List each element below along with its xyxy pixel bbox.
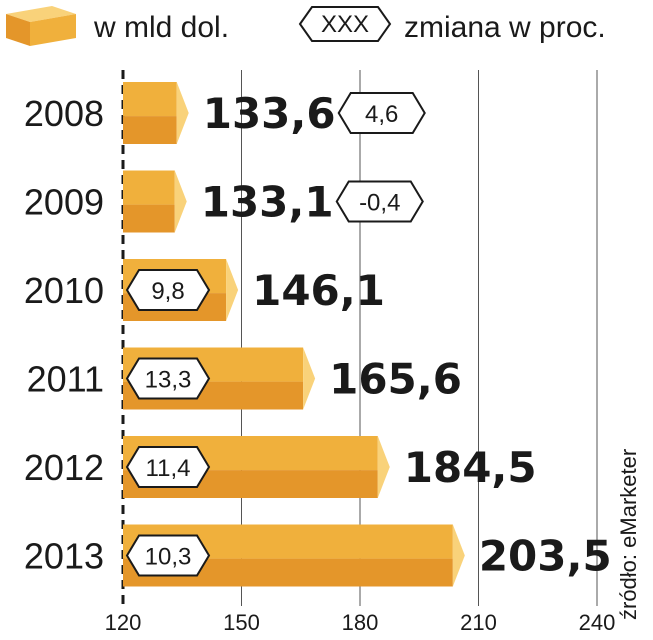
tick-label: 120 bbox=[105, 610, 142, 635]
tick-label: 180 bbox=[342, 610, 379, 635]
source-label: źródło: eMarketer bbox=[616, 449, 641, 620]
legend-change-symbol: XXX bbox=[321, 11, 369, 38]
change-value: 10,3 bbox=[145, 544, 192, 571]
bar-top-face bbox=[123, 82, 177, 117]
value-label: 133,1 bbox=[201, 178, 334, 227]
year-label: 2009 bbox=[24, 182, 104, 223]
change-badge bbox=[125, 357, 211, 400]
change-badge bbox=[125, 446, 211, 488]
year-label: 2012 bbox=[24, 447, 104, 488]
tick-label: 240 bbox=[579, 610, 616, 635]
bar-group: 2008 4,6 133,6 bbox=[24, 82, 426, 144]
change-value: 11,4 bbox=[146, 455, 191, 482]
bar-end-cap bbox=[176, 82, 189, 144]
change-value: 9,8 bbox=[151, 278, 184, 305]
legend-change-label: zmiana w proc. bbox=[404, 11, 606, 44]
tick-label: 150 bbox=[223, 610, 260, 635]
bar-end-cap bbox=[226, 259, 239, 321]
bar-group: 2013 10,3 203,5 bbox=[24, 524, 612, 587]
bar-group: 2011 13,3 165,6 bbox=[27, 347, 462, 410]
bar-end-cap bbox=[377, 436, 390, 498]
bar-end-cap bbox=[452, 524, 465, 587]
value-label: 203,5 bbox=[479, 532, 612, 581]
value-label: 133,6 bbox=[203, 89, 336, 138]
change-badge bbox=[337, 92, 426, 134]
value-label: 184,5 bbox=[404, 443, 537, 492]
legend: w mld dol. XXX zmiana w proc. bbox=[6, 6, 606, 46]
value-label: 165,6 bbox=[329, 355, 462, 404]
value-label: 146,1 bbox=[252, 266, 385, 315]
bar-group: 2012 11,4 184,5 bbox=[24, 436, 537, 498]
legend-value-label: w mld dol. bbox=[93, 11, 229, 44]
year-label: 2008 bbox=[24, 93, 104, 134]
year-label: 2010 bbox=[24, 270, 104, 311]
bar-group: 2010 9,8 146,1 bbox=[24, 259, 385, 321]
bar-end-cap bbox=[174, 170, 187, 233]
change-value: -0,4 bbox=[359, 190, 400, 217]
change-badge bbox=[335, 180, 424, 223]
bar-end-cap bbox=[303, 347, 316, 410]
year-label: 2013 bbox=[24, 536, 104, 577]
bar-bottom-face bbox=[123, 204, 175, 233]
bar-top-face bbox=[123, 170, 175, 205]
bar-group: 2009 -0,4 133,1 bbox=[24, 170, 424, 233]
change-badge bbox=[125, 534, 211, 577]
tick-label: 210 bbox=[460, 610, 497, 635]
x-axis-ticks: 120 150 180 210 240 bbox=[105, 610, 616, 635]
legend-box-icon bbox=[6, 6, 76, 46]
grid bbox=[121, 70, 598, 606]
change-value: 4,6 bbox=[365, 101, 398, 128]
legend-change-badge: XXX bbox=[298, 6, 392, 42]
change-value: 13,3 bbox=[145, 367, 192, 394]
change-badge bbox=[125, 269, 211, 311]
year-label: 2011 bbox=[27, 359, 104, 400]
bar-bottom-face bbox=[123, 116, 177, 144]
